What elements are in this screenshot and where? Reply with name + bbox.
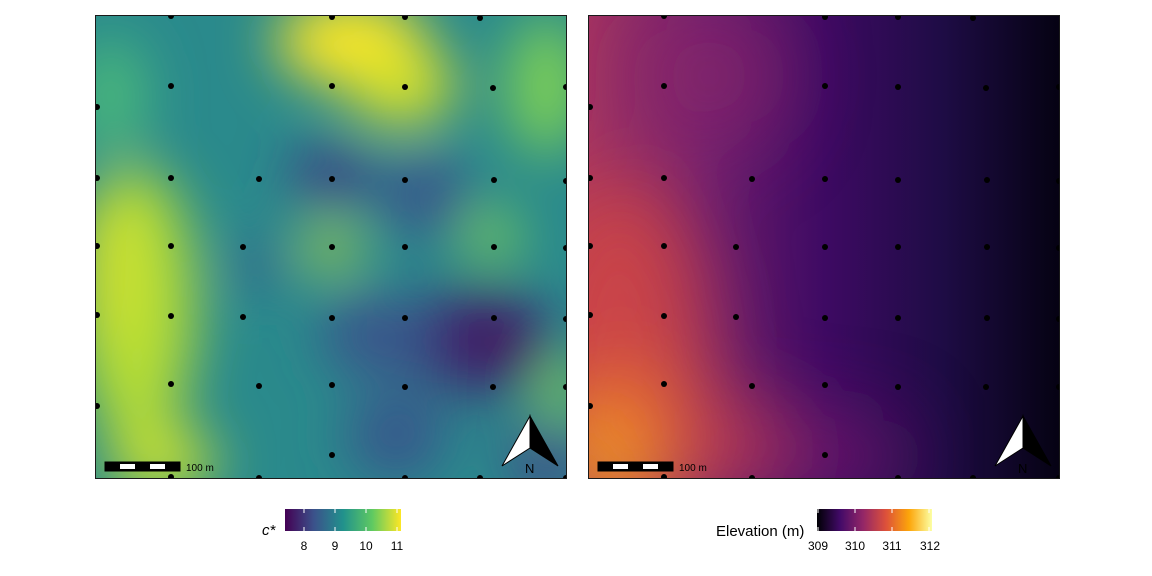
scale-bar-label: 100 m bbox=[679, 463, 707, 474]
legend-tick-label: 311 bbox=[882, 539, 902, 553]
north-label: N bbox=[1018, 461, 1027, 476]
scale-bar: 100 m bbox=[597, 461, 707, 474]
scale-bar: 100 m bbox=[104, 461, 214, 474]
legend-tick-label: 10 bbox=[359, 539, 373, 553]
legend-tick-label: 309 bbox=[807, 539, 829, 553]
sample-points bbox=[96, 16, 566, 478]
legend-ticks bbox=[303, 509, 398, 531]
c-star-map: 100 m N bbox=[96, 16, 566, 478]
legend-ticks bbox=[817, 509, 930, 531]
legend-tick-label: 11 bbox=[390, 539, 404, 553]
north-arrow: N bbox=[501, 414, 559, 476]
sample-points bbox=[589, 16, 1059, 478]
legend-colorbar bbox=[817, 509, 932, 531]
legend-title: Elevation (m) bbox=[716, 523, 805, 540]
legend-colorbar bbox=[285, 509, 401, 531]
north-label: N bbox=[525, 461, 534, 476]
c-star-map-panel: 100 m N bbox=[95, 15, 567, 479]
scale-bar-label: 100 m bbox=[186, 463, 214, 474]
legend-tick-label: 9 bbox=[331, 539, 339, 553]
legend-tick-label: 310 bbox=[844, 539, 866, 553]
legend-title: c* bbox=[262, 522, 276, 539]
north-arrow: N bbox=[994, 414, 1052, 476]
legend-tick-label: 8 bbox=[300, 539, 308, 553]
elevation-map-panel: 100 m N bbox=[588, 15, 1060, 479]
legend-tick-label: 312 bbox=[919, 539, 941, 553]
elevation-map: 100 m N bbox=[589, 16, 1059, 478]
